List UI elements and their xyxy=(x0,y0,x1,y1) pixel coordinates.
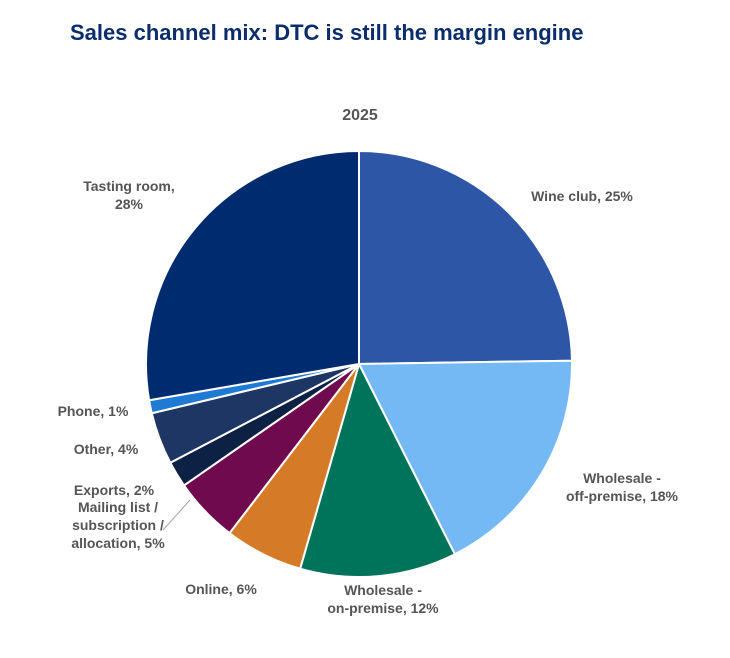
slice-label-tasting-room: Tasting room, 28% xyxy=(83,178,175,212)
pie-slice-tasting-room xyxy=(145,150,360,402)
leader-line xyxy=(162,499,191,531)
slice-label-mailing-list-subscription-allocation: Mailing list / subscription / allocation, … xyxy=(71,499,165,551)
slice-label-other: Other, 4% xyxy=(74,441,139,457)
pie-slices xyxy=(145,150,573,578)
slice-label-wholesale-off-premise: Wholesale -off-premise, 18% xyxy=(566,470,679,504)
pie-slice-wholesale-off-premise xyxy=(358,359,573,556)
slice-label-wholesale-on-premise: Wholesale -on-premise, 12% xyxy=(327,582,439,616)
chart-title: Sales channel mix: DTC is still the marg… xyxy=(70,20,584,45)
slice-label-online: Online, 6% xyxy=(185,581,257,597)
pie-slice-wine-club xyxy=(358,150,573,365)
slice-label-wine-club: Wine club, 25% xyxy=(531,188,633,204)
slice-label-exports: Exports, 2% xyxy=(74,482,155,498)
leader-lines xyxy=(162,499,191,531)
slice-labels: Wine club, 25% Wholesale -off-premise, 18… xyxy=(58,178,679,616)
chart-subtitle: 2025 xyxy=(342,107,378,124)
slice-label-phone: Phone, 1% xyxy=(58,403,129,419)
pie-slice-wholesale-on-premise xyxy=(299,363,456,578)
